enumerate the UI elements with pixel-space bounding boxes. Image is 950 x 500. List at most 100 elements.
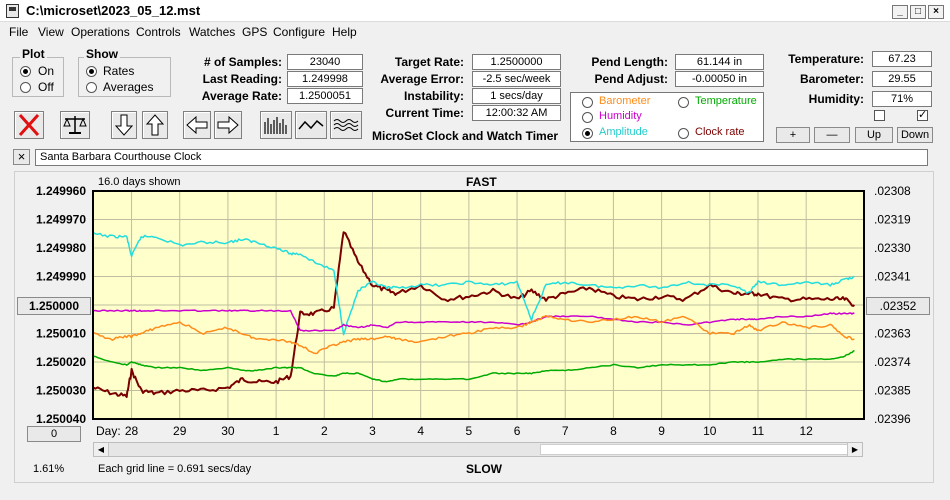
show-group-label: Show bbox=[84, 47, 120, 61]
plot-off-label: Off bbox=[38, 80, 54, 94]
x-tick-label: 8 bbox=[610, 424, 617, 438]
left-tick-label: 1.249960 bbox=[36, 184, 86, 198]
legend-amplitude-radio[interactable] bbox=[582, 128, 593, 139]
scroll-right-arrow-icon[interactable]: ▶ bbox=[847, 443, 862, 456]
barometer-label: Barometer: bbox=[799, 72, 864, 86]
legend-barometer-radio[interactable] bbox=[582, 97, 593, 108]
legend-clock-rate-radio[interactable] bbox=[678, 128, 689, 139]
plot-on-radio[interactable] bbox=[20, 66, 31, 77]
chart-panel bbox=[14, 171, 934, 483]
menu-configure[interactable]: Configure bbox=[273, 25, 326, 39]
pend-adjust-value: -0.00050 in bbox=[675, 71, 764, 87]
bar-graph-icon bbox=[264, 117, 287, 134]
left-tick-label: 1.249970 bbox=[36, 213, 86, 227]
temperature-value: 67.23 bbox=[872, 51, 932, 67]
app-icon bbox=[6, 4, 19, 18]
minus-button[interactable]: — bbox=[814, 127, 850, 143]
pend-length-label: Pend Length: bbox=[591, 55, 668, 69]
arrow-left-button[interactable] bbox=[183, 111, 211, 139]
percent-label: 1.61% bbox=[33, 463, 65, 475]
close-window-button[interactable]: × bbox=[928, 5, 944, 19]
instability-value: 1 secs/day bbox=[472, 88, 561, 104]
series-line-amplitude bbox=[92, 231, 855, 336]
red-x-icon bbox=[18, 113, 40, 137]
plot-on-label: On bbox=[38, 64, 55, 78]
x-tick-label: 9 bbox=[658, 424, 665, 438]
right-axis-center-button[interactable]: .02352 bbox=[866, 297, 930, 315]
x-tick-label: 7 bbox=[562, 424, 569, 438]
arrow-right-icon bbox=[217, 115, 239, 135]
pend-length-value: 61.144 in bbox=[675, 54, 764, 70]
menu-view[interactable]: View bbox=[38, 25, 64, 39]
axis-ticks: 1.249960 .02308 1.249970 .02319 1.249980 .023… bbox=[36, 184, 911, 438]
current-time-value: 12:00:32 AM bbox=[472, 105, 561, 121]
arrow-up-icon bbox=[145, 114, 165, 136]
wave-icon bbox=[333, 119, 359, 131]
arrow-down-button[interactable] bbox=[111, 111, 137, 139]
humidity-label: Humidity: bbox=[808, 92, 864, 106]
series-line-clock-rate bbox=[92, 231, 856, 398]
minimize-button[interactable]: _ bbox=[892, 5, 908, 19]
plot-border bbox=[92, 190, 865, 420]
left-axis-center-button[interactable]: 1.250000 bbox=[17, 297, 91, 315]
legend-barometer-label: Barometer bbox=[599, 95, 651, 107]
balance-scale-icon bbox=[63, 116, 87, 134]
x-tick-label: 28 bbox=[125, 424, 139, 438]
balance-button[interactable] bbox=[60, 111, 90, 139]
average-rate-label: Average Rate: bbox=[201, 89, 282, 103]
plot-off-radio[interactable] bbox=[20, 82, 31, 93]
right-tick-label: .02396 bbox=[874, 412, 911, 426]
left-tick-label: 1.250010 bbox=[36, 327, 86, 341]
maximize-button[interactable]: □ bbox=[910, 5, 926, 19]
x-tick-label: 30 bbox=[221, 424, 235, 438]
samples-value: 23040 bbox=[287, 54, 363, 70]
series-line-humidity bbox=[92, 309, 855, 332]
average-error-value: -2.5 sec/week bbox=[472, 71, 561, 87]
horizontal-scrollbar[interactable]: ◀ ▶ bbox=[93, 442, 863, 457]
arrow-right-button[interactable] bbox=[214, 111, 242, 139]
show-averages-radio[interactable] bbox=[86, 82, 97, 93]
x-tick-label: 11 bbox=[752, 424, 765, 438]
sensor-checkbox-1[interactable] bbox=[874, 110, 885, 121]
left-tick-label: 1.250020 bbox=[36, 355, 86, 369]
arrow-up-button[interactable] bbox=[142, 111, 168, 139]
legend-humidity-radio[interactable] bbox=[582, 112, 593, 123]
left-tick-label: 1.249980 bbox=[36, 241, 86, 255]
right-tick-label: .02374 bbox=[874, 355, 911, 369]
right-tick-label: .02330 bbox=[874, 241, 911, 255]
last-reading-value: 1.249998 bbox=[287, 71, 363, 87]
temperature-label: Temperature: bbox=[788, 52, 864, 66]
x-tick-label: 6 bbox=[514, 424, 521, 438]
legend-box bbox=[570, 92, 764, 142]
x-tick-label: 12 bbox=[799, 424, 813, 438]
right-tick-label: .02363 bbox=[874, 327, 911, 341]
menu-file[interactable]: File bbox=[9, 25, 29, 39]
menu-help[interactable]: Help bbox=[332, 25, 357, 39]
series-lines bbox=[92, 231, 856, 398]
bars-view-button[interactable] bbox=[260, 111, 292, 139]
x-tick-label: 3 bbox=[369, 424, 376, 438]
app-caption: MicroSet Clock and Watch Timer bbox=[372, 129, 559, 143]
plus-button[interactable]: + bbox=[776, 127, 810, 143]
menu-watches[interactable]: Watches bbox=[189, 25, 236, 39]
show-averages-label: Averages bbox=[103, 80, 154, 94]
line-view-button[interactable] bbox=[295, 111, 327, 139]
current-time-label: Current Time: bbox=[385, 106, 464, 120]
close-clock-button[interactable]: × bbox=[13, 149, 30, 165]
clock-name-field[interactable]: Santa Barbara Courthouse Clock bbox=[35, 149, 928, 166]
up-button[interactable]: Up bbox=[855, 127, 893, 143]
target-rate-label: Target Rate: bbox=[394, 55, 464, 69]
legend-temperature-radio[interactable] bbox=[678, 97, 689, 108]
clear-button[interactable] bbox=[14, 111, 44, 139]
left-axis-zero-button[interactable]: 0 bbox=[27, 426, 81, 442]
grid-note: Each grid line = 0.691 secs/day bbox=[98, 463, 252, 475]
menu-gps[interactable]: GPS bbox=[242, 25, 268, 39]
target-rate-value: 1.2500000 bbox=[472, 54, 561, 70]
wave-view-button[interactable] bbox=[330, 111, 362, 139]
sensor-checkbox-2[interactable]: ✓ bbox=[917, 109, 928, 121]
down-button[interactable]: Down bbox=[897, 127, 933, 143]
menu-controls[interactable]: Controls bbox=[136, 25, 181, 39]
show-rates-radio[interactable] bbox=[86, 66, 97, 77]
scroll-left-arrow-icon[interactable]: ◀ bbox=[94, 443, 109, 456]
menu-operations[interactable]: Operations bbox=[71, 25, 130, 39]
